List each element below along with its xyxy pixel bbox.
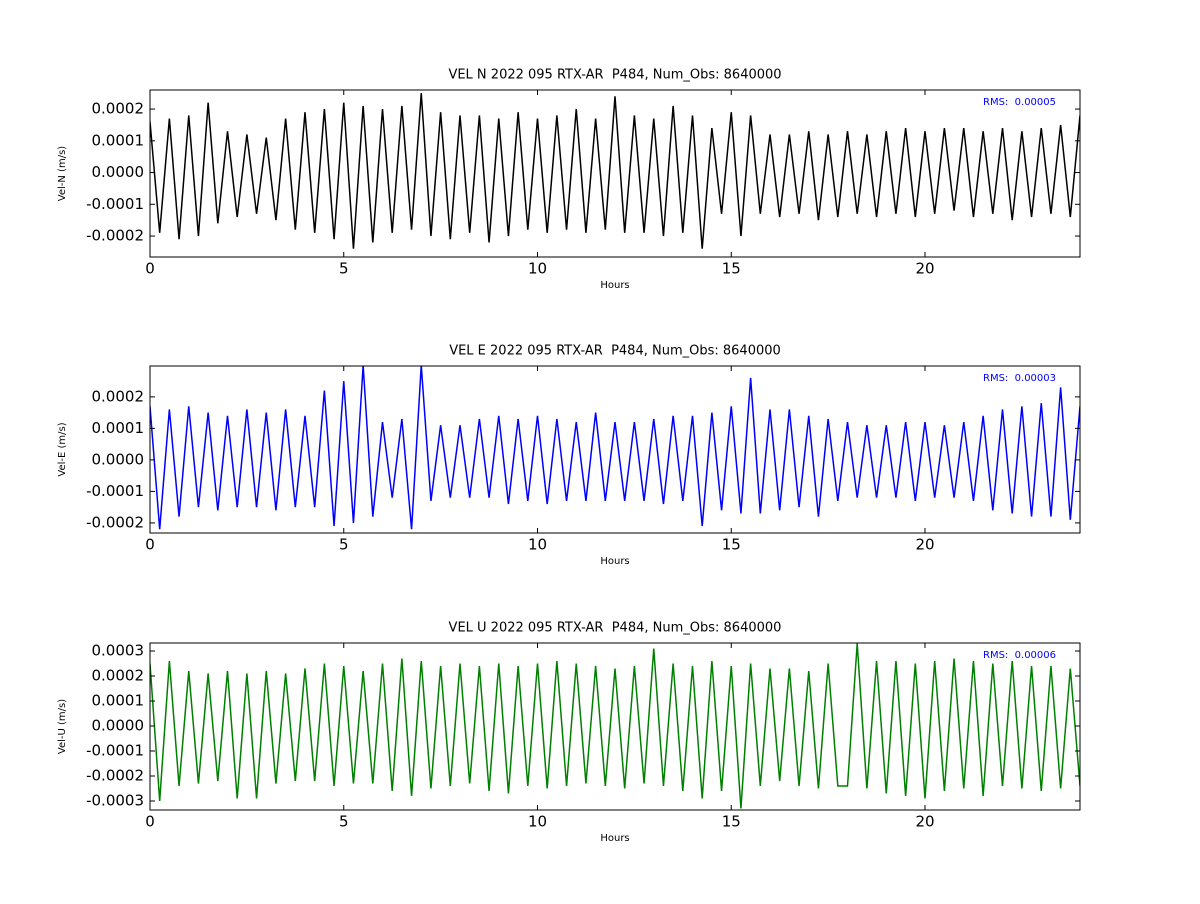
y-tick-label: 0.0003 (92, 642, 145, 660)
y-tick-label: -0.0001 (86, 195, 144, 213)
y-tick-label: 0.0000 (92, 163, 145, 181)
rms-annotation: RMS: 0.00005 (983, 97, 1056, 108)
y-tick-label: 0.0002 (92, 667, 145, 685)
x-axis-label: Hours (600, 833, 629, 844)
axes-frame (149, 89, 1081, 258)
x-axis-label: Hours (600, 280, 629, 291)
data-line (150, 366, 1080, 530)
x-tick-label: 10 (528, 260, 547, 278)
y-axis-label: Vel-E (m/s) (57, 422, 68, 476)
chart-title: VEL N 2022 095 RTX-AR P484, Num_Obs: 864… (448, 68, 781, 83)
x-tick-label: 5 (339, 260, 349, 278)
x-tick-label: 20 (915, 260, 934, 278)
x-tick-label: 5 (339, 536, 349, 554)
plot-area (150, 366, 1080, 530)
chart-title: VEL U 2022 095 RTX-AR P484, Num_Obs: 864… (449, 621, 782, 636)
x-tick-label: 0 (145, 536, 155, 554)
plot-area (150, 643, 1080, 809)
y-tick-label: -0.0003 (86, 792, 144, 810)
x-tick-label: 15 (722, 813, 741, 831)
x-tick-label: 15 (722, 260, 741, 278)
rms-annotation: RMS: 0.00003 (983, 373, 1056, 384)
y-tick-label: -0.0001 (86, 742, 144, 760)
data-line (150, 643, 1080, 809)
plot-area (150, 93, 1080, 249)
y-tick-label: 0.0000 (92, 717, 145, 735)
axes-frame (149, 642, 1081, 811)
x-tick-label: 20 (915, 536, 934, 554)
y-tick-label: 0.0001 (92, 692, 145, 710)
x-tick-label: 5 (339, 813, 349, 831)
rms-annotation: RMS: 0.00006 (983, 650, 1056, 661)
x-tick-label: 10 (528, 536, 547, 554)
y-tick-label: 0.0002 (92, 100, 145, 118)
y-tick-label: 0.0000 (92, 450, 145, 468)
x-tick-label: 0 (145, 260, 155, 278)
y-tick-label: -0.0002 (86, 227, 144, 245)
x-tick-label: 15 (722, 536, 741, 554)
axes-frame (149, 365, 1081, 534)
data-line (150, 93, 1080, 249)
y-tick-label: 0.0001 (92, 131, 145, 149)
y-tick-label: -0.0002 (86, 513, 144, 531)
x-tick-label: 20 (915, 813, 934, 831)
y-axis-label: Vel-N (m/s) (57, 146, 68, 201)
x-axis-label: Hours (600, 556, 629, 567)
y-tick-label: -0.0002 (86, 767, 144, 785)
y-tick-label: -0.0001 (86, 482, 144, 500)
y-axis-label: Vel-U (m/s) (57, 699, 68, 754)
x-tick-label: 0 (145, 813, 155, 831)
chart-title: VEL E 2022 095 RTX-AR P484, Num_Obs: 864… (449, 344, 781, 359)
y-tick-label: 0.0002 (92, 387, 145, 405)
y-tick-label: 0.0001 (92, 419, 145, 437)
x-tick-label: 10 (528, 813, 547, 831)
